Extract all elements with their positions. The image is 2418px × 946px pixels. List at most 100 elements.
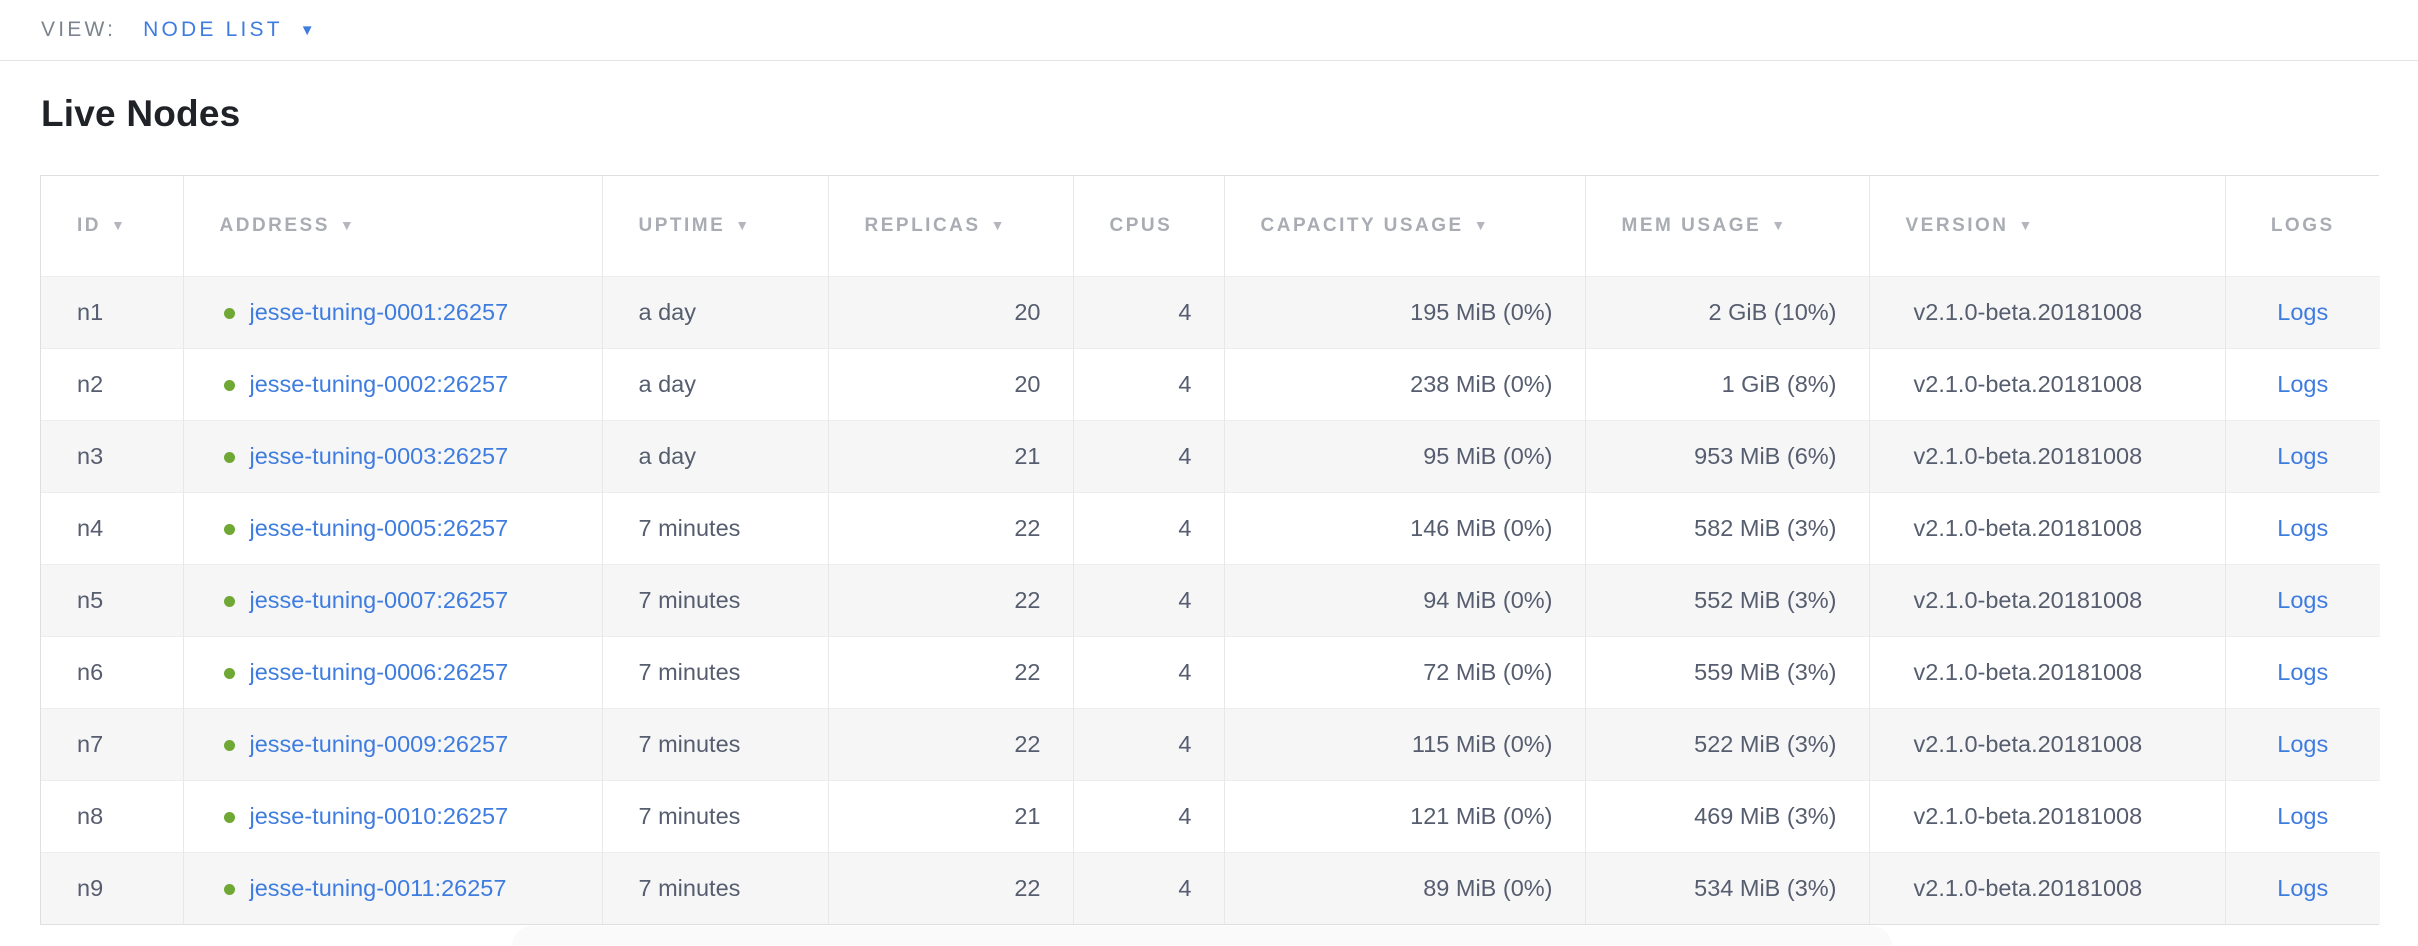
cell-version: v2.1.0-beta.20181008 (1868, 708, 2225, 780)
cell-replicas: 22 (827, 852, 1073, 924)
cell-id: n9 (77, 874, 104, 901)
cell-id: n7 (77, 730, 104, 757)
sort-arrow-icon: ▼ (1771, 216, 1788, 233)
cell-address: jesse-tuning-0005:26257 (182, 492, 602, 564)
sort-arrow-icon: ▼ (111, 216, 128, 233)
cell-capacity: 72 MiB (0%) (1223, 636, 1585, 708)
logs-link[interactable]: Logs (2277, 298, 2329, 325)
logs-link[interactable]: Logs (2277, 874, 2329, 901)
cell-cpus: 4 (1072, 636, 1224, 708)
column-label: LOGS (2270, 214, 2335, 236)
chevron-down-icon: ▼ (299, 21, 315, 39)
cell-address: jesse-tuning-0009:26257 (182, 708, 602, 780)
cell-logs: Logs (2224, 636, 2380, 708)
cell-uptime: 7 minutes (601, 708, 828, 780)
sort-arrow-icon: ▼ (990, 216, 1007, 233)
column-header-mem[interactable]: MEM USAGE ▼ (1584, 176, 1869, 276)
cell-replicas: 22 (827, 708, 1073, 780)
node-live-status-icon (223, 811, 235, 823)
node-address-link[interactable]: jesse-tuning-0009:26257 (249, 730, 509, 757)
table-row: n4 jesse-tuning-0005:26257 7 minutes 22 4 146… (41, 492, 2380, 564)
logs-link[interactable]: Logs (2277, 442, 2329, 469)
cell-logs: Logs (2224, 708, 2380, 780)
cell-cpus: 4 (1072, 852, 1224, 924)
cell-capacity: 89 MiB (0%) (1223, 852, 1585, 924)
logs-link[interactable]: Logs (2277, 730, 2329, 757)
logs-link[interactable]: Logs (2277, 370, 2329, 397)
cell-version: v2.1.0-beta.20181008 (1868, 276, 2225, 348)
cell-cpus: 4 (1072, 780, 1224, 852)
node-address-link[interactable]: jesse-tuning-0003:26257 (249, 442, 509, 469)
cell-version: v2.1.0-beta.20181008 (1868, 564, 2225, 636)
view-selector-dropdown[interactable]: NODE LIST ▼ (143, 18, 315, 42)
cell-capacity: 94 MiB (0%) (1223, 564, 1585, 636)
cell-logs: Logs (2224, 276, 2380, 348)
column-header-cpus: CPUS (1072, 176, 1224, 276)
cell-uptime: 7 minutes (601, 780, 828, 852)
cell-capacity: 115 MiB (0%) (1223, 708, 1585, 780)
cell-replicas: 22 (827, 564, 1073, 636)
cell-mem: 522 MiB (3%) (1584, 708, 1869, 780)
cell-version: v2.1.0-beta.20181008 (1868, 852, 2225, 924)
cell-uptime: a day (601, 420, 828, 492)
node-live-status-icon (223, 595, 235, 607)
cell-replicas: 20 (827, 348, 1073, 420)
cell-version: v2.1.0-beta.20181008 (1868, 780, 2225, 852)
node-live-status-icon (223, 883, 235, 895)
cell-mem: 559 MiB (3%) (1584, 636, 1869, 708)
cell-mem: 552 MiB (3%) (1584, 564, 1869, 636)
cell-id: n5 (77, 586, 104, 613)
node-live-status-icon (223, 523, 235, 535)
live-nodes-table: ID ▼ ADDRESS ▼ UPTIME ▼ REPLICAS ▼ CPUS CAPACITY … (40, 175, 2380, 925)
page-title: Live Nodes (41, 93, 241, 134)
table-row: n7 jesse-tuning-0009:26257 7 minutes 22 4 115… (41, 708, 2380, 780)
logs-link[interactable]: Logs (2277, 802, 2329, 829)
cell-id: n3 (77, 442, 104, 469)
view-selected-value: NODE LIST (143, 18, 283, 41)
view-label: VIEW: (41, 18, 117, 41)
column-header-address[interactable]: ADDRESS ▼ (182, 176, 602, 276)
cell-id: n8 (77, 802, 104, 829)
node-address-link[interactable]: jesse-tuning-0010:26257 (249, 802, 509, 829)
node-address-link[interactable]: jesse-tuning-0005:26257 (249, 514, 509, 541)
cell-logs: Logs (2224, 852, 2380, 924)
node-address-link[interactable]: jesse-tuning-0007:26257 (249, 586, 509, 613)
cell-replicas: 21 (827, 780, 1073, 852)
cell-uptime: 7 minutes (601, 564, 828, 636)
cut-off-element (512, 926, 1892, 946)
node-address-link[interactable]: jesse-tuning-0006:26257 (249, 658, 509, 685)
cell-uptime: 7 minutes (601, 852, 828, 924)
column-header-replicas[interactable]: REPLICAS ▼ (827, 176, 1073, 276)
cell-address: jesse-tuning-0011:26257 (182, 852, 602, 924)
table-row: n5 jesse-tuning-0007:26257 7 minutes 22 4 94 … (41, 564, 2380, 636)
cell-address: jesse-tuning-0006:26257 (182, 636, 602, 708)
cell-id: n4 (77, 514, 104, 541)
column-header-version[interactable]: VERSION ▼ (1868, 176, 2225, 276)
node-live-status-icon (223, 739, 235, 751)
logs-link[interactable]: Logs (2277, 514, 2329, 541)
logs-link[interactable]: Logs (2277, 586, 2329, 613)
column-header-capacity[interactable]: CAPACITY USAGE ▼ (1223, 176, 1585, 276)
cell-mem: 2 GiB (10%) (1584, 276, 1869, 348)
column-header-id[interactable]: ID ▼ (41, 176, 183, 276)
cell-replicas: 21 (827, 420, 1073, 492)
node-live-status-icon (223, 379, 235, 391)
node-address-link[interactable]: jesse-tuning-0002:26257 (249, 370, 509, 397)
cell-capacity: 146 MiB (0%) (1223, 492, 1585, 564)
column-label: ADDRESS (219, 214, 330, 236)
cell-logs: Logs (2224, 348, 2380, 420)
cell-id: n1 (77, 298, 104, 325)
cell-replicas: 22 (827, 492, 1073, 564)
column-header-uptime[interactable]: UPTIME ▼ (601, 176, 828, 276)
cell-cpus: 4 (1072, 708, 1224, 780)
node-address-link[interactable]: jesse-tuning-0001:26257 (249, 298, 509, 325)
node-address-link[interactable]: jesse-tuning-0011:26257 (249, 874, 507, 901)
cell-mem: 534 MiB (3%) (1584, 852, 1869, 924)
cell-id: n6 (77, 658, 104, 685)
cell-address: jesse-tuning-0002:26257 (182, 348, 602, 420)
cell-capacity: 95 MiB (0%) (1223, 420, 1585, 492)
logs-link[interactable]: Logs (2277, 658, 2329, 685)
column-label: CPUS (1109, 214, 1173, 236)
cell-address: jesse-tuning-0001:26257 (182, 276, 602, 348)
view-bar: VIEW: NODE LIST ▼ (0, 0, 2418, 61)
